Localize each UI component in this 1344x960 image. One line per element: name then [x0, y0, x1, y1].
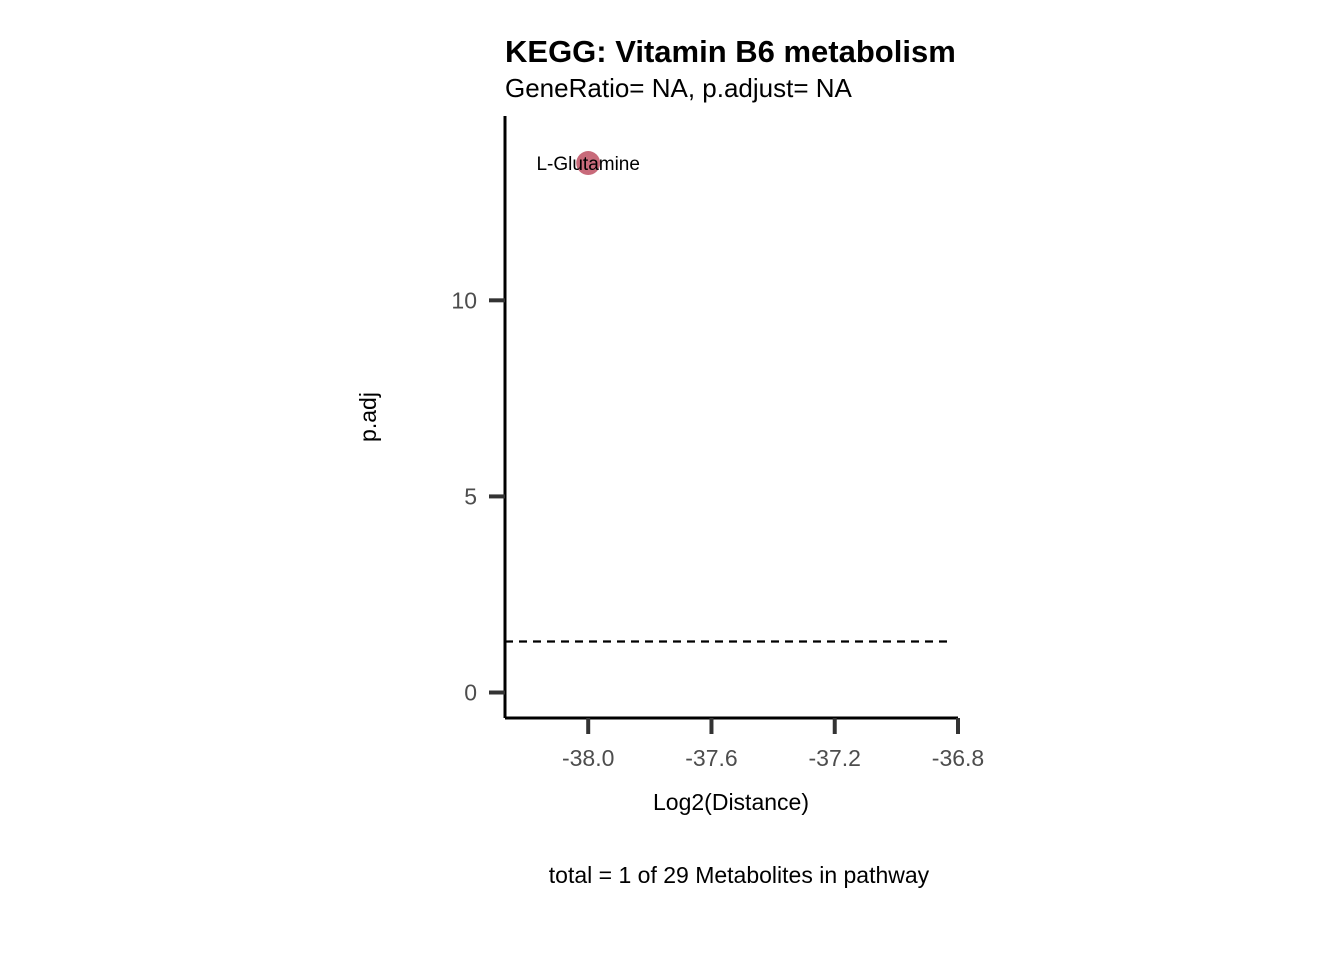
x-tick-label: -37.2: [809, 745, 861, 771]
plot-area: L-Glutamine: [505, 151, 950, 643]
data-point: [576, 151, 601, 176]
y-tick-label: 0: [464, 680, 477, 706]
y-axis-title: p.adj: [355, 392, 381, 442]
x-tick-label: -38.0: [562, 745, 614, 771]
x-tick-label: -36.8: [932, 745, 984, 771]
chart-title: KEGG: Vitamin B6 metabolism: [505, 34, 956, 69]
chart-caption: total = 1 of 29 Metabolites in pathway: [549, 862, 930, 888]
axes: 0 5 10 -38.0 -37.6 -37.2 -36.8: [451, 116, 984, 771]
y-tick-label: 5: [464, 483, 477, 509]
y-tick-label: 10: [451, 287, 477, 313]
point-label: L-Glutamine: [536, 154, 640, 175]
x-axis-title: Log2(Distance): [653, 789, 809, 815]
chart-subtitle: GeneRatio= NA, p.adjust= NA: [505, 73, 853, 103]
x-tick-label: -37.6: [685, 745, 737, 771]
